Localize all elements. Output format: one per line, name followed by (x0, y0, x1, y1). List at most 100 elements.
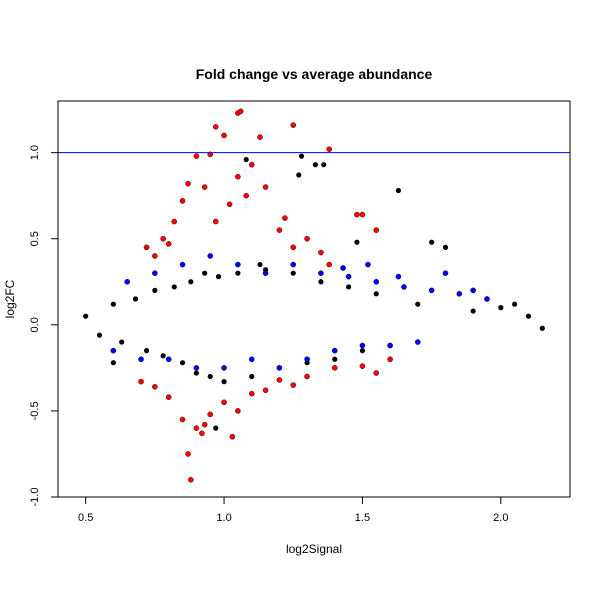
data-point-black (298, 153, 305, 159)
data-point-red (257, 134, 263, 140)
data-point-blue (290, 261, 297, 268)
data-point-red (290, 122, 297, 128)
plot-frame (57, 100, 571, 498)
data-point-black (132, 296, 139, 302)
data-point-black (207, 373, 213, 380)
data-point-black (188, 279, 194, 285)
data-point-blue (124, 278, 130, 285)
data-point-blue (331, 347, 338, 354)
data-point-blue (165, 356, 172, 363)
data-point-blue (401, 284, 407, 290)
y-tick-label: -1.0 (29, 488, 41, 507)
data-point-red (179, 416, 186, 423)
data-point-blue (152, 270, 158, 276)
data-point-red (373, 370, 380, 376)
data-point-blue (365, 261, 371, 268)
data-point-black (332, 356, 338, 362)
data-point-red (276, 227, 283, 233)
data-point-red (304, 235, 310, 242)
data-point-red (201, 184, 208, 190)
data-point-blue (470, 287, 476, 294)
data-point-black (354, 239, 360, 245)
data-point-blue (193, 365, 200, 371)
data-point-red (326, 261, 333, 268)
data-point-blue (221, 365, 227, 371)
data-point-red (262, 387, 269, 394)
data-point-black (119, 339, 125, 345)
data-point-red (235, 408, 241, 414)
data-point-black (110, 301, 116, 307)
data-point-black (243, 156, 249, 163)
data-point-black (96, 332, 103, 338)
points-layer (83, 108, 545, 483)
data-point-red (160, 235, 166, 242)
data-point-red (237, 108, 244, 115)
data-point-red (331, 365, 338, 371)
data-point-blue (340, 265, 346, 271)
data-point-red (207, 411, 214, 418)
data-point-red (221, 132, 227, 139)
data-point-red (221, 399, 227, 406)
chart-title: Fold change vs average abundance (196, 66, 433, 82)
data-point-red (152, 384, 158, 390)
data-point-black (539, 325, 545, 331)
y-tick-label: 1.0 (29, 145, 41, 160)
data-point-red (201, 421, 208, 428)
data-point-black (179, 360, 186, 366)
data-point-red (359, 363, 366, 369)
reference-lines (58, 152, 570, 498)
data-point-black (312, 162, 318, 168)
data-point-red (290, 382, 297, 388)
data-point-black (83, 313, 89, 319)
data-point-blue (442, 270, 449, 276)
data-point-blue (235, 261, 241, 268)
data-point-black (160, 353, 166, 359)
data-point-red (359, 211, 366, 218)
data-point-red (318, 249, 324, 256)
data-point-red (185, 180, 191, 187)
data-point-red (276, 377, 283, 383)
data-point-black (171, 284, 177, 290)
y-tick-label: 0.5 (29, 231, 41, 246)
data-point-blue (304, 356, 310, 363)
data-point-red (165, 394, 172, 400)
data-point-red (193, 425, 200, 431)
data-point-blue (262, 270, 269, 276)
x-tick-label: 0.5 (78, 512, 93, 524)
data-point-black (143, 348, 150, 354)
y-axis-label: log2FC (3, 279, 17, 318)
data-point-red (152, 253, 158, 259)
data-point-red (179, 198, 186, 204)
data-point-black (318, 279, 324, 285)
data-point-red (143, 244, 150, 251)
x-tick-label: 2.0 (493, 512, 508, 524)
data-point-red (199, 430, 205, 437)
data-point-blue (345, 273, 352, 280)
data-point-black (470, 308, 476, 314)
data-point-red (248, 161, 255, 168)
data-point-red (188, 476, 194, 483)
data-point-red (165, 241, 172, 247)
data-point-blue (373, 278, 380, 285)
data-point-black (429, 239, 435, 245)
data-point-red (387, 356, 393, 363)
data-point-red (354, 211, 360, 218)
data-point-black (321, 162, 327, 168)
data-point-blue (456, 291, 463, 297)
data-point-red (212, 124, 219, 130)
x-axis-label: log2Signal (286, 542, 342, 556)
data-point-black (296, 172, 302, 178)
data-point-black (202, 270, 208, 276)
data-point-black (359, 348, 366, 354)
data-point-black (213, 425, 219, 431)
data-point-black (221, 379, 227, 385)
data-point-red (212, 218, 219, 225)
data-point-black (235, 270, 241, 276)
data-point-black (110, 360, 116, 366)
data-point-red (262, 184, 269, 190)
y-axis-ticks: -1.0 -0.5 0.0 0.5 1.0 (29, 145, 58, 506)
data-point-blue (110, 347, 117, 354)
data-point-red (235, 173, 241, 180)
data-point-black (257, 261, 263, 268)
